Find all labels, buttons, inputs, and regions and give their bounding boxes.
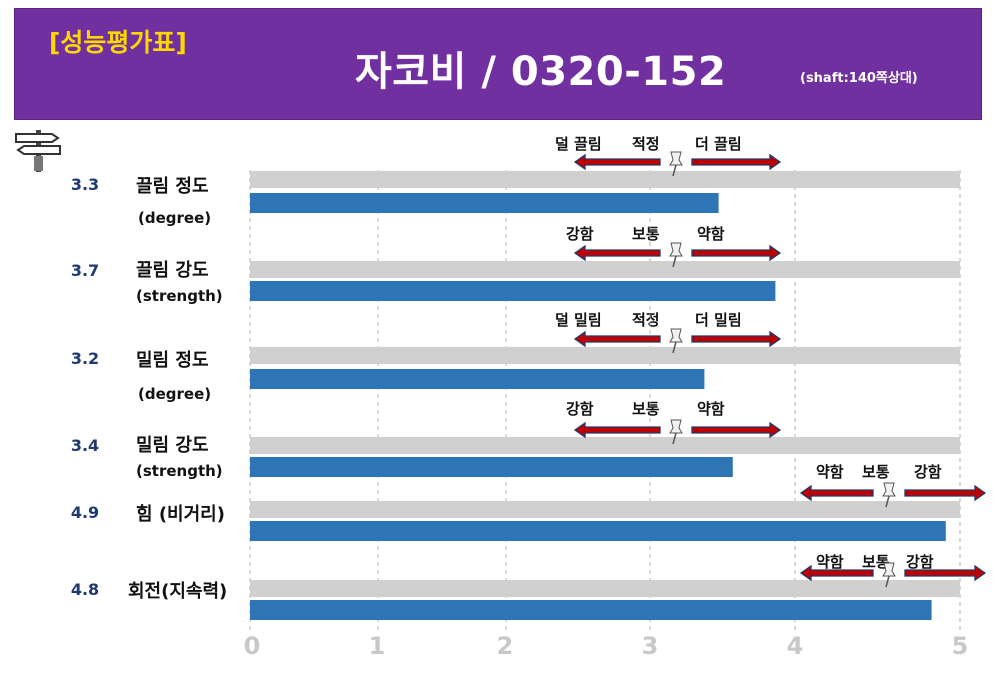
scale-mid-label: 보통 xyxy=(632,400,660,418)
pushpin-icon xyxy=(882,482,896,508)
bar-value xyxy=(250,521,946,541)
scale-left-label: 약함 xyxy=(816,553,844,571)
bar-value xyxy=(250,281,776,301)
arrow-left-icon xyxy=(573,153,661,171)
scale-right-label: 더 끌림 xyxy=(695,135,742,153)
pushpin-icon xyxy=(669,419,683,445)
pushpin-icon xyxy=(669,242,683,268)
row-label: 힘 (비거리) xyxy=(136,504,225,525)
row-label: 회전(지속력) xyxy=(128,581,228,602)
arrow-right-icon xyxy=(691,421,782,439)
x-tick-label: 5 xyxy=(951,632,969,660)
scale-left-label: 약함 xyxy=(816,463,844,481)
scale-left-label: 덜 끌림 xyxy=(555,135,602,153)
bar-track xyxy=(250,171,960,188)
header-banner: [성능평가표] 자코비 / 0320-152 (shaft:140쪽상대) xyxy=(14,8,982,120)
row-score: 4.8 xyxy=(70,580,100,599)
bar-value xyxy=(250,193,719,213)
scale-right-label: 강함 xyxy=(906,553,934,571)
arrow-left-icon xyxy=(573,330,661,348)
row-score: 4.9 xyxy=(70,503,100,522)
pushpin-icon xyxy=(669,151,683,177)
arrow-right-icon xyxy=(691,153,782,171)
arrow-left-icon xyxy=(573,244,661,262)
arrow-right-icon xyxy=(691,330,782,348)
shaft-note: (shaft:140쪽상대) xyxy=(800,71,918,86)
scale-right-label: 약함 xyxy=(697,400,725,418)
pushpin-icon xyxy=(882,562,896,588)
section-tag: [성능평가표] xyxy=(49,28,187,57)
pushpin-icon xyxy=(669,328,683,354)
row-score: 3.2 xyxy=(70,349,100,368)
arrow-right-icon xyxy=(904,564,987,582)
bar-track xyxy=(250,580,960,597)
row-label: 밀림 강도 xyxy=(136,435,209,456)
bar-track xyxy=(250,261,960,278)
x-tick-label: 3 xyxy=(641,632,659,660)
row-label: 밀림 정도 xyxy=(136,350,209,371)
scale-mid-label: 보통 xyxy=(632,225,660,243)
scale-mid-label: 보통 xyxy=(862,463,890,481)
row-sublabel: (degree) xyxy=(138,209,212,227)
page-title: 자코비 / 0320-152 xyxy=(355,49,727,95)
bar-track xyxy=(250,347,960,364)
arrow-left-icon xyxy=(573,421,661,439)
arrow-left-icon xyxy=(799,484,874,502)
row-score: 3.3 xyxy=(70,175,100,194)
scale-mid-label: 적정 xyxy=(632,311,660,329)
x-tick-label: 2 xyxy=(496,632,514,660)
scale-right-label: 더 밀림 xyxy=(695,311,742,329)
row-sublabel: (strength) xyxy=(136,462,223,480)
scale-right-label: 약함 xyxy=(697,225,725,243)
row-label: 끌림 정도 xyxy=(136,176,209,197)
row-sublabel: (degree) xyxy=(138,385,212,403)
scale-left-label: 강함 xyxy=(566,400,594,418)
arrow-right-icon xyxy=(904,484,987,502)
signpost-icon xyxy=(12,126,64,178)
arrow-left-icon xyxy=(799,564,874,582)
bar-value xyxy=(250,457,733,477)
x-tick-label: 1 xyxy=(368,632,386,660)
row-score: 3.7 xyxy=(70,261,100,280)
scale-right-label: 강함 xyxy=(914,463,942,481)
bar-value xyxy=(250,600,932,620)
x-tick-label: 0 xyxy=(243,632,261,660)
scale-mid-label: 보통 xyxy=(862,553,890,571)
x-tick-label: 4 xyxy=(786,632,804,660)
scale-mid-label: 적정 xyxy=(632,135,660,153)
row-score: 3.4 xyxy=(70,436,100,455)
scale-left-label: 덜 밀림 xyxy=(555,311,602,329)
bar-track xyxy=(250,501,960,518)
row-sublabel: (strength) xyxy=(136,287,223,305)
bar-value xyxy=(250,369,705,389)
arrow-right-icon xyxy=(691,244,782,262)
row-label: 끌림 강도 xyxy=(136,260,209,281)
bar-track xyxy=(250,437,960,454)
scale-left-label: 강함 xyxy=(566,225,594,243)
